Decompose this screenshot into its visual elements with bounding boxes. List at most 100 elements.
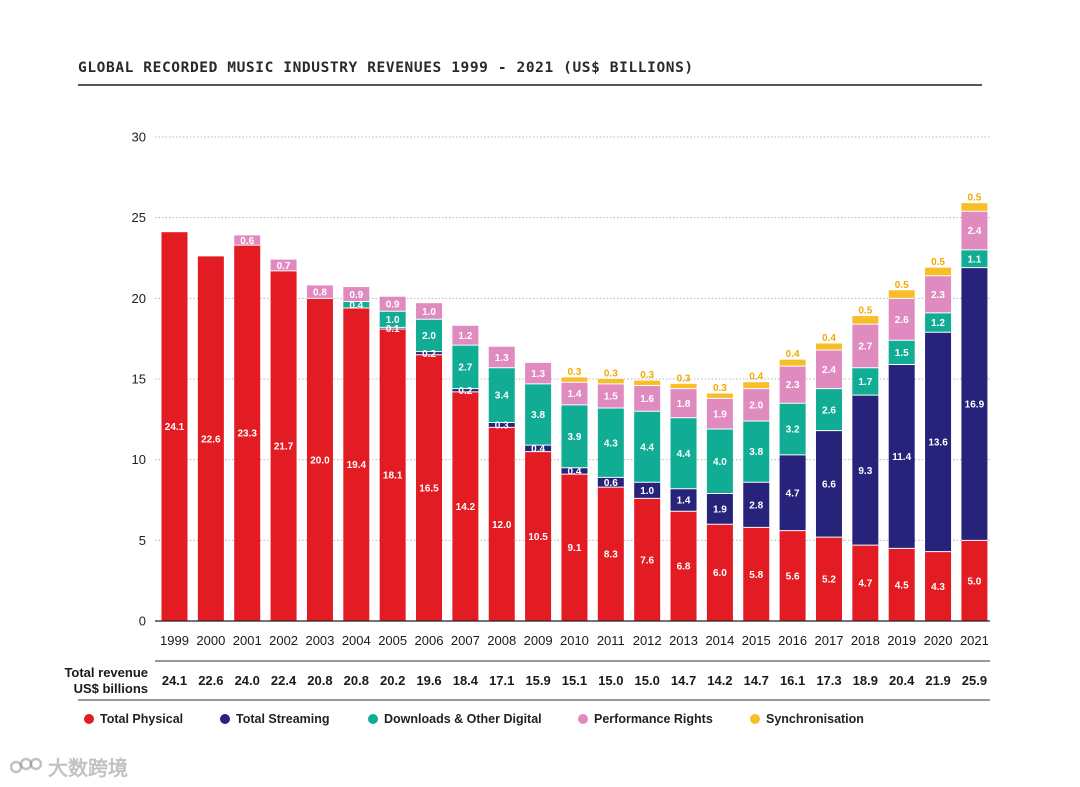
- x-tick-label: 2000: [196, 633, 225, 648]
- bar-value-label: 0.3: [568, 367, 582, 378]
- bar-value-label: 22.6: [201, 434, 221, 445]
- bar-value-label: 1.4: [568, 389, 582, 400]
- bar-segment: [925, 312, 952, 333]
- bar-segment: [779, 454, 806, 531]
- bar-value-label: 0.9: [349, 290, 363, 301]
- bar-value-label: 3.2: [786, 425, 800, 436]
- bar-segment: [197, 256, 224, 621]
- bar-value-label: 24.1: [165, 422, 185, 433]
- bar-segment: [416, 303, 443, 320]
- bar-value-label: 20.0: [310, 455, 330, 466]
- bar-segment: [706, 429, 733, 494]
- y-tick-label: 10: [132, 452, 146, 467]
- bar-segment: [815, 537, 842, 621]
- bar-value-label: 5.8: [749, 570, 763, 581]
- bar-value-label: 1.5: [604, 392, 618, 403]
- bar-value-label: 4.0: [713, 457, 727, 468]
- bar-segment: [343, 301, 370, 309]
- bar-value-label: 18.1: [383, 471, 403, 482]
- total-value: 21.9: [925, 673, 950, 688]
- bar-segment: [670, 417, 697, 489]
- watermark-text: 大数跨境: [48, 758, 128, 780]
- bar-segment: [561, 467, 588, 475]
- bar-value-label: 0.3: [677, 373, 691, 384]
- watermark: 大数跨境: [10, 752, 128, 781]
- bar-value-label: 4.3: [604, 438, 618, 449]
- bar-segment: [343, 308, 370, 621]
- bar-value-label: 0.8: [313, 287, 327, 298]
- bar-segment: [634, 411, 661, 483]
- x-tick-label: 2018: [851, 633, 880, 648]
- bar-value-label: 19.4: [347, 460, 367, 471]
- bar-segment: [597, 487, 624, 621]
- x-tick-label: 2006: [415, 633, 444, 648]
- bar-segment: [270, 259, 297, 271]
- bar-segment: [779, 403, 806, 455]
- bar-segment: [525, 451, 552, 621]
- bar-segment: [925, 332, 952, 552]
- total-value: 14.7: [671, 673, 696, 688]
- bar-value-label: 0.5: [931, 257, 945, 268]
- stacked-bar-chart: 24.122.623.30.621.70.720.00.819.40.40.91…: [64, 130, 990, 701]
- bar-value-label: 0.3: [640, 370, 654, 381]
- bar-value-label: 0.6: [240, 236, 254, 247]
- bar-value-label: 1.5: [895, 348, 909, 359]
- x-tick-label: 2013: [669, 633, 698, 648]
- bar-segment: [561, 474, 588, 621]
- bar-segment: [706, 393, 733, 399]
- bar-value-label: 0.4: [822, 333, 836, 344]
- bar-value-label: 0.1: [386, 324, 400, 335]
- bar-value-label: 1.6: [640, 394, 654, 405]
- x-tick-label: 2017: [815, 633, 844, 648]
- bar-segment: [634, 482, 661, 499]
- bar-segment: [670, 383, 697, 389]
- x-tick-label: 2011: [597, 633, 625, 648]
- bar-value-label: 9.3: [858, 466, 872, 477]
- x-tick-label: 2007: [451, 633, 480, 648]
- bar-value-label: 2.0: [749, 400, 763, 411]
- bar-value-label: 1.2: [931, 318, 945, 329]
- bar-segment: [343, 287, 370, 302]
- bar-segment: [161, 232, 188, 622]
- bar-value-label: 1.2: [458, 331, 472, 342]
- bar-segment: [525, 445, 552, 452]
- y-tick-label: 20: [132, 291, 146, 306]
- bar-value-label: 16.5: [419, 484, 439, 495]
- bar-value-label: 0.5: [858, 306, 872, 317]
- bar-value-label: 4.4: [677, 449, 691, 460]
- x-tick-label: 2001: [233, 633, 262, 648]
- legend-label: Total Physical: [100, 712, 184, 726]
- totals-row-label: Total revenue: [64, 665, 148, 680]
- bar-value-label: 1.0: [386, 315, 400, 326]
- bar-value-label: 1.0: [640, 486, 654, 497]
- bar-value-label: 0.2: [422, 349, 436, 360]
- bar-value-label: 8.3: [604, 550, 618, 561]
- x-tick-label: 2003: [305, 633, 334, 648]
- x-tick-label: 2010: [560, 633, 589, 648]
- bar-segment: [852, 395, 879, 546]
- bar-value-label: 4.4: [640, 442, 654, 453]
- total-value: 18.9: [853, 673, 878, 688]
- y-tick-label: 15: [132, 372, 146, 387]
- value-labels-layer: 24.122.623.30.621.70.720.00.819.40.40.91…: [165, 193, 985, 593]
- legend-label: Downloads & Other Digital: [384, 712, 542, 726]
- bar-value-label: 1.9: [713, 409, 727, 420]
- bar-segment: [779, 530, 806, 621]
- total-value: 17.1: [489, 673, 514, 688]
- bar-segment: [852, 316, 879, 325]
- bar-segment: [379, 296, 406, 312]
- total-value: 24.0: [235, 673, 260, 688]
- bar-segment: [234, 235, 261, 246]
- y-tick-label: 0: [139, 614, 146, 629]
- title-divider: [78, 84, 982, 86]
- bar-value-label: 1.9: [713, 504, 727, 515]
- total-value: 24.1: [162, 673, 187, 688]
- legend-swatch: [84, 714, 94, 724]
- bar-value-label: 0.6: [604, 478, 618, 489]
- bar-value-label: 0.2: [458, 386, 472, 397]
- x-tick-label: 2002: [269, 633, 298, 648]
- bar-value-label: 0.4: [349, 300, 363, 311]
- legend-item: Synchronisation: [750, 712, 864, 726]
- bar-segment: [597, 477, 624, 488]
- bar-value-label: 3.8: [749, 447, 763, 458]
